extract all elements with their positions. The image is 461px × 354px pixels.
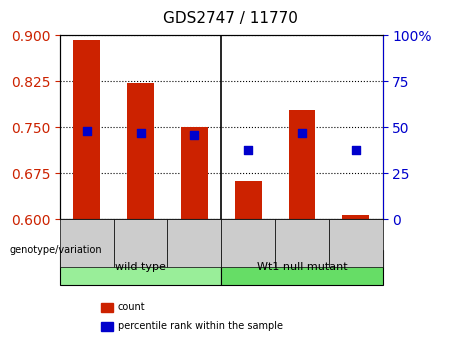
Bar (73, 40, 100, 219)
Point (352, 147, 360, 152)
Bar (289, 110, 315, 219)
Text: percentile rank within the sample: percentile rank within the sample (118, 321, 283, 331)
Point (298, 130, 306, 136)
Text: genotype/variation: genotype/variation (9, 245, 102, 255)
Text: wild type: wild type (115, 262, 166, 272)
Bar (342, 215, 369, 219)
Bar (127, 83, 154, 219)
Bar (181, 127, 208, 219)
Point (244, 147, 252, 152)
Point (137, 130, 144, 136)
Text: Wt1 null mutant: Wt1 null mutant (257, 262, 347, 272)
Bar (235, 181, 261, 219)
Text: GDS2747 / 11770: GDS2747 / 11770 (163, 11, 298, 25)
Point (83, 128, 90, 134)
Point (191, 132, 198, 138)
Text: count: count (118, 302, 145, 312)
